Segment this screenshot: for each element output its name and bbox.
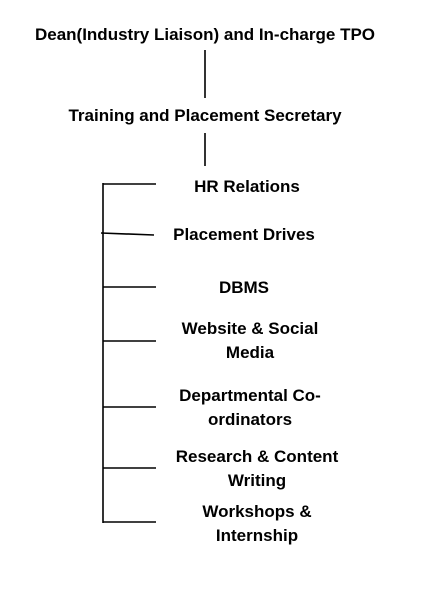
branch-label-research-content-writing: Research & Content Writing (175, 447, 339, 490)
branch-label-workshops-internship: Workshops & Internship (202, 502, 312, 545)
branch-label-hr-relations: HR Relations (194, 177, 300, 196)
branch-connector-placement-drives (100, 232, 155, 236)
branch-label-website-social-media: Website & Social Media (181, 319, 319, 362)
branch-label-placement-drives: Placement Drives (173, 225, 315, 244)
secretary-node-label: Training and Placement Secretary (68, 106, 342, 125)
branch-label-departmental-coordinators: Departmental Co- ordinators (179, 386, 321, 429)
branch-label-dbms: DBMS (218, 278, 270, 297)
root-node-label: Dean(Industry Liaison) and In-charge TPO (34, 25, 376, 44)
